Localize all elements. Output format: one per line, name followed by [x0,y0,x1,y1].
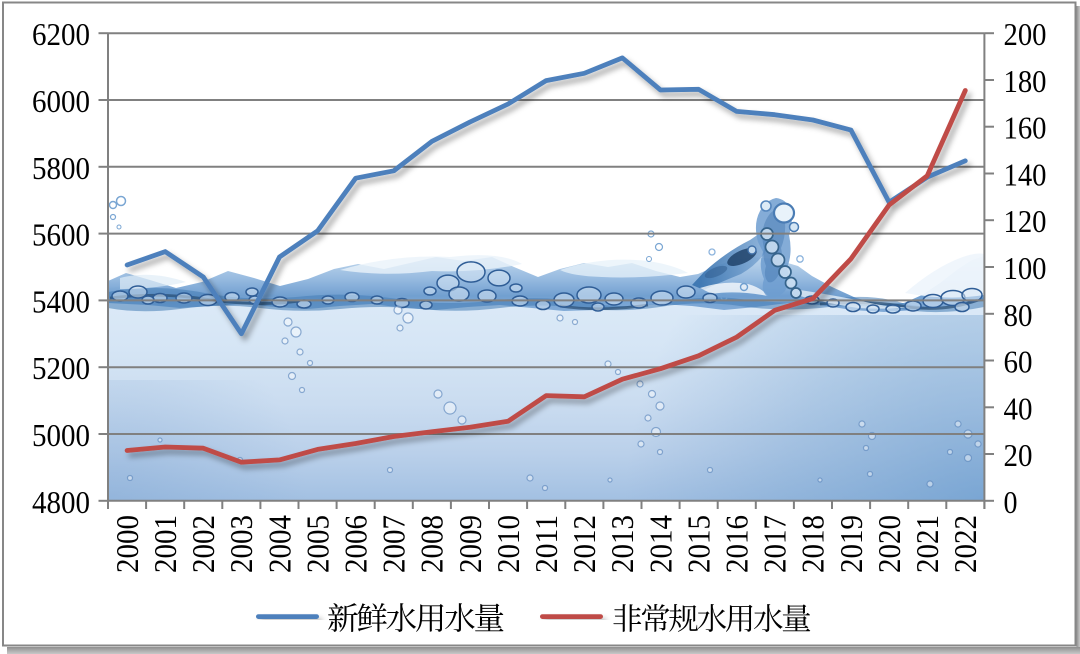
svg-text:2016: 2016 [719,515,755,573]
svg-text:6200: 6200 [32,16,90,52]
svg-text:2000: 2000 [109,515,145,573]
svg-text:2007: 2007 [376,515,412,573]
svg-text:2002: 2002 [185,515,221,573]
svg-text:5600: 5600 [32,217,90,253]
svg-text:0: 0 [1004,484,1018,520]
svg-text:2003: 2003 [223,515,259,573]
svg-text:2010: 2010 [490,515,526,573]
svg-text:2022: 2022 [947,515,983,573]
svg-text:120: 120 [1004,203,1047,239]
svg-text:2011: 2011 [528,515,564,573]
svg-text:4800: 4800 [32,484,90,520]
svg-text:40: 40 [1004,390,1033,426]
svg-text:2014: 2014 [642,515,678,573]
svg-text:5000: 5000 [32,417,90,453]
svg-text:2020: 2020 [871,515,907,573]
svg-text:2021: 2021 [909,515,945,573]
svg-text:2001: 2001 [147,515,183,573]
svg-text:60: 60 [1004,344,1033,380]
svg-text:2005: 2005 [299,515,335,573]
svg-text:100: 100 [1004,250,1047,286]
svg-text:2019: 2019 [833,515,869,573]
svg-text:5200: 5200 [32,350,90,386]
svg-text:2006: 2006 [338,515,374,573]
svg-text:2015: 2015 [680,515,716,573]
svg-text:5400: 5400 [32,283,90,319]
svg-text:140: 140 [1004,157,1047,193]
svg-text:2018: 2018 [795,515,831,573]
svg-text:2017: 2017 [757,515,793,573]
svg-text:5800: 5800 [32,150,90,186]
svg-text:20: 20 [1004,437,1033,473]
svg-text:80: 80 [1004,297,1033,333]
svg-text:6000: 6000 [32,83,90,119]
svg-text:2009: 2009 [452,515,488,573]
svg-text:2008: 2008 [414,515,450,573]
svg-text:160: 160 [1004,110,1047,146]
svg-text:2012: 2012 [566,515,602,573]
svg-text:2013: 2013 [604,515,640,573]
svg-text:2004: 2004 [261,515,297,573]
svg-text:180: 180 [1004,63,1047,99]
svg-text:200: 200 [1004,16,1047,52]
